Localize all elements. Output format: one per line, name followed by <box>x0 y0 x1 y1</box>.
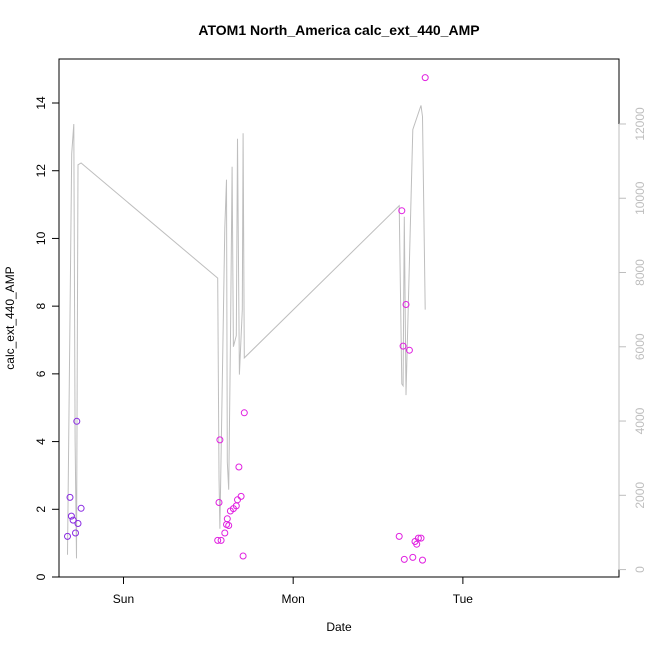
plot-frame <box>58 58 620 578</box>
x-tick-label: Mon <box>282 592 305 606</box>
y2-tick-label: 12000 <box>633 107 647 141</box>
data-point <box>73 417 81 425</box>
data-point <box>72 529 79 537</box>
data-point <box>64 532 71 540</box>
data-point <box>417 534 425 542</box>
series-layer <box>64 74 429 564</box>
data-point <box>74 520 82 527</box>
data-point <box>67 512 75 520</box>
data-point <box>239 552 247 560</box>
x-tick-label: Tue <box>453 592 474 606</box>
data-point <box>395 532 403 540</box>
y-tick-label: 12 <box>34 164 48 178</box>
data-point <box>399 342 407 350</box>
data-point <box>221 529 229 537</box>
data-point <box>234 496 241 504</box>
data-point <box>405 346 413 354</box>
x-tick-label: Sun <box>113 592 134 606</box>
data-point <box>216 436 224 444</box>
y-tick-label: 2 <box>34 506 48 513</box>
data-point <box>77 504 85 512</box>
y-tick-label: 14 <box>34 96 48 110</box>
data-point <box>402 301 410 308</box>
x-axis-label: Date <box>326 620 352 634</box>
y-tick-label: 10 <box>34 231 48 245</box>
data-point <box>400 555 408 563</box>
data-point <box>421 74 429 82</box>
series-line <box>67 105 426 559</box>
data-point <box>240 409 248 417</box>
data-point <box>398 207 406 215</box>
y-tick-label: 6 <box>34 370 48 377</box>
data-point <box>414 534 422 542</box>
y-tick-label: 4 <box>34 438 48 445</box>
y-axis-label: calc_ext_440_AMP <box>3 266 17 369</box>
data-point <box>235 463 243 471</box>
y-tick-label: 0 <box>34 573 48 580</box>
axes-layer: 0 2 4 6 8 10 12 14 0 2000 4000 6000 8000 10000 12000 Su… <box>34 96 647 606</box>
data-point <box>66 493 74 501</box>
data-point <box>413 540 421 548</box>
y2-tick-label: 0 <box>633 566 647 573</box>
y2-tick-label: 10000 <box>633 181 647 215</box>
data-point <box>409 553 417 561</box>
y2-tick-label: 2000 <box>633 482 647 509</box>
y2-tick-label: 6000 <box>633 333 647 360</box>
y-tick-label: 8 <box>34 302 48 309</box>
y2-tick-label: 8000 <box>633 259 647 286</box>
data-point <box>217 536 225 544</box>
data-point <box>69 516 77 524</box>
data-point <box>223 515 231 523</box>
chart-title: ATOM1 North_America calc_ext_440_AMP <box>198 22 479 38</box>
data-point <box>225 522 233 529</box>
data-point <box>237 492 245 500</box>
data-point <box>419 556 426 564</box>
data-point <box>214 536 222 544</box>
data-point <box>215 499 223 506</box>
y2-tick-label: 4000 <box>633 407 647 434</box>
